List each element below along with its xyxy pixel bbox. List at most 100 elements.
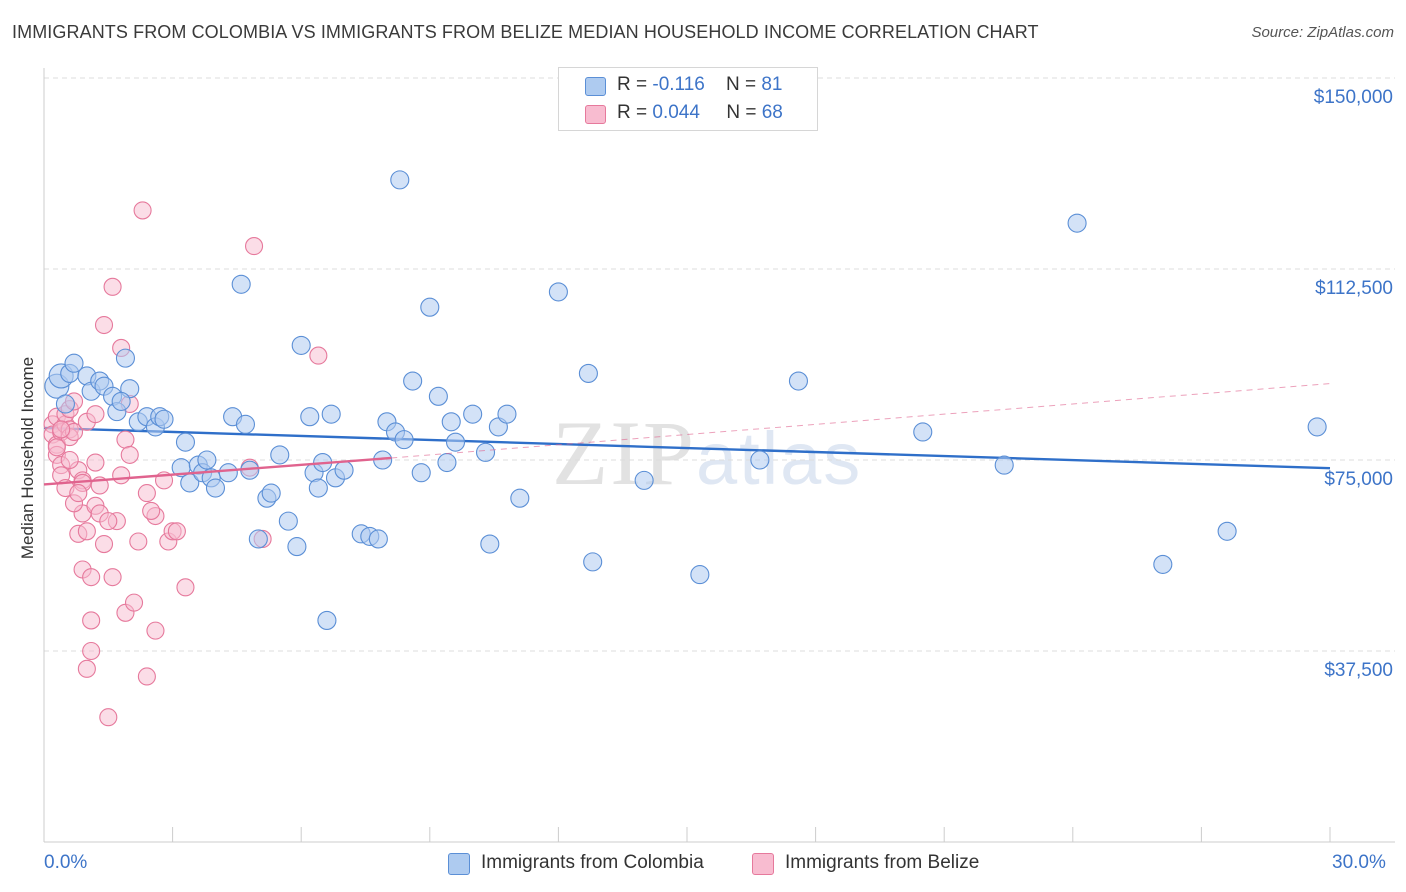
- belize-r-label: R =: [617, 102, 653, 123]
- legend: R = -0.116 N = 81 R = 0.044 N = 68: [558, 67, 818, 131]
- colombia-point: [111, 391, 131, 411]
- chart-title: IMMIGRANTS FROM COLOMBIA VS IMMIGRANTS F…: [12, 22, 1039, 42]
- colombia-point: [300, 407, 320, 427]
- colombia-point: [55, 394, 75, 414]
- colombia-n-value: 81: [761, 74, 783, 95]
- colombia-point: [578, 363, 598, 383]
- bottom-colombia-swatch: [448, 853, 470, 875]
- colombia-point: [1067, 213, 1087, 233]
- colombia-point: [437, 452, 457, 473]
- colombia-point: [394, 430, 414, 450]
- belize-r-value: 0.044: [652, 102, 700, 123]
- belize-point: [244, 237, 264, 256]
- gridlines: [44, 77, 1395, 652]
- colombia-point: [368, 529, 388, 549]
- watermark-atlas: atlas: [696, 417, 863, 500]
- colombia-point: [334, 460, 354, 480]
- colombia-point: [411, 463, 431, 483]
- belize-n-label: N =: [726, 102, 762, 123]
- bottom-colombia-label: Immigrants from Colombia: [481, 852, 704, 873]
- y-tick-label-1: $75,000: [1324, 469, 1393, 490]
- belize-point: [167, 522, 186, 541]
- colombia-point: [475, 442, 496, 462]
- colombia-point: [480, 534, 500, 554]
- colombia-point: [231, 274, 251, 294]
- colombia-point: [1307, 417, 1327, 437]
- colombia-trend-line: [43, 426, 1331, 470]
- colombia-point: [261, 483, 281, 503]
- belize-point: [120, 445, 139, 464]
- belize-point: [99, 512, 118, 531]
- bottom-belize-label: Immigrants from Belize: [785, 852, 980, 873]
- colombia-point: [291, 335, 311, 355]
- colombia-point: [205, 478, 226, 498]
- colombia-point: [317, 610, 337, 630]
- colombia-point: [248, 529, 268, 549]
- axes: [43, 68, 1395, 843]
- y-tick-label-3: $150,000: [1314, 87, 1393, 108]
- belize-trend-line: [43, 456, 392, 486]
- belize-point: [86, 453, 105, 472]
- source-label: Source: ZipAtlas.com: [1251, 24, 1394, 41]
- colombia-point: [548, 282, 568, 302]
- belize-point: [77, 659, 96, 678]
- belize-point: [77, 522, 96, 541]
- belize-point: [82, 641, 101, 661]
- colombia-point: [308, 478, 328, 498]
- colombia-point: [420, 297, 440, 317]
- belize-point: [124, 593, 144, 612]
- colombia-point: [510, 488, 530, 508]
- bottom-belize-swatch: [752, 853, 774, 875]
- belize-point: [112, 466, 131, 485]
- colombia-r-value: -0.116: [652, 74, 705, 95]
- colombia-trend: [43, 426, 1331, 470]
- belize-point: [129, 532, 148, 551]
- watermark: ZIPatlas: [552, 400, 862, 506]
- colombia-point: [463, 404, 483, 424]
- belize-point: [103, 277, 122, 296]
- colombia-point: [235, 414, 256, 434]
- y-tick-labels: $37,500 $75,000 $112,500 $150,000: [1314, 87, 1393, 681]
- colombia-point: [64, 353, 84, 373]
- x-tick-label-min: 0.0%: [44, 852, 88, 873]
- belize-point: [137, 667, 156, 686]
- colombia-point: [197, 450, 217, 470]
- colombia-point: [403, 371, 423, 391]
- belize-points: [43, 201, 328, 727]
- belize-point: [82, 568, 101, 587]
- colombia-point: [690, 565, 710, 585]
- colombia-point: [634, 470, 654, 490]
- belize-swatch: [585, 105, 606, 124]
- belize-trend: [43, 383, 1331, 486]
- colombia-point: [321, 404, 341, 424]
- colombia-point: [175, 432, 196, 452]
- belize-point: [176, 578, 195, 597]
- belize-point: [82, 611, 101, 630]
- belize-point: [94, 315, 114, 335]
- belize-point: [47, 438, 66, 457]
- colombia-swatch: [585, 77, 606, 96]
- colombia-point: [583, 552, 603, 572]
- belize-trend-extension: [391, 383, 1331, 459]
- y-tick-label-0: $37,500: [1324, 660, 1393, 681]
- colombia-point: [1217, 521, 1237, 541]
- colombia-point: [115, 348, 135, 368]
- colombia-point: [497, 404, 517, 424]
- belize-n-value: 68: [761, 102, 783, 123]
- colombia-point: [750, 450, 770, 470]
- colombia-point: [441, 412, 461, 432]
- y-tick-label-2: $112,500: [1315, 278, 1393, 299]
- belize-point: [103, 568, 122, 587]
- belize-point: [142, 501, 161, 520]
- colombia-n-label: N =: [725, 74, 762, 95]
- colombia-point: [218, 463, 238, 483]
- belize-point: [309, 346, 328, 365]
- colombia-point: [287, 537, 307, 557]
- colombia-point: [428, 386, 448, 406]
- colombia-point: [445, 432, 466, 452]
- colombia-point: [1153, 554, 1173, 574]
- colombia-points: [44, 170, 1327, 630]
- x-tick-label-max: 30.0%: [1332, 852, 1386, 873]
- belize-point: [69, 484, 88, 503]
